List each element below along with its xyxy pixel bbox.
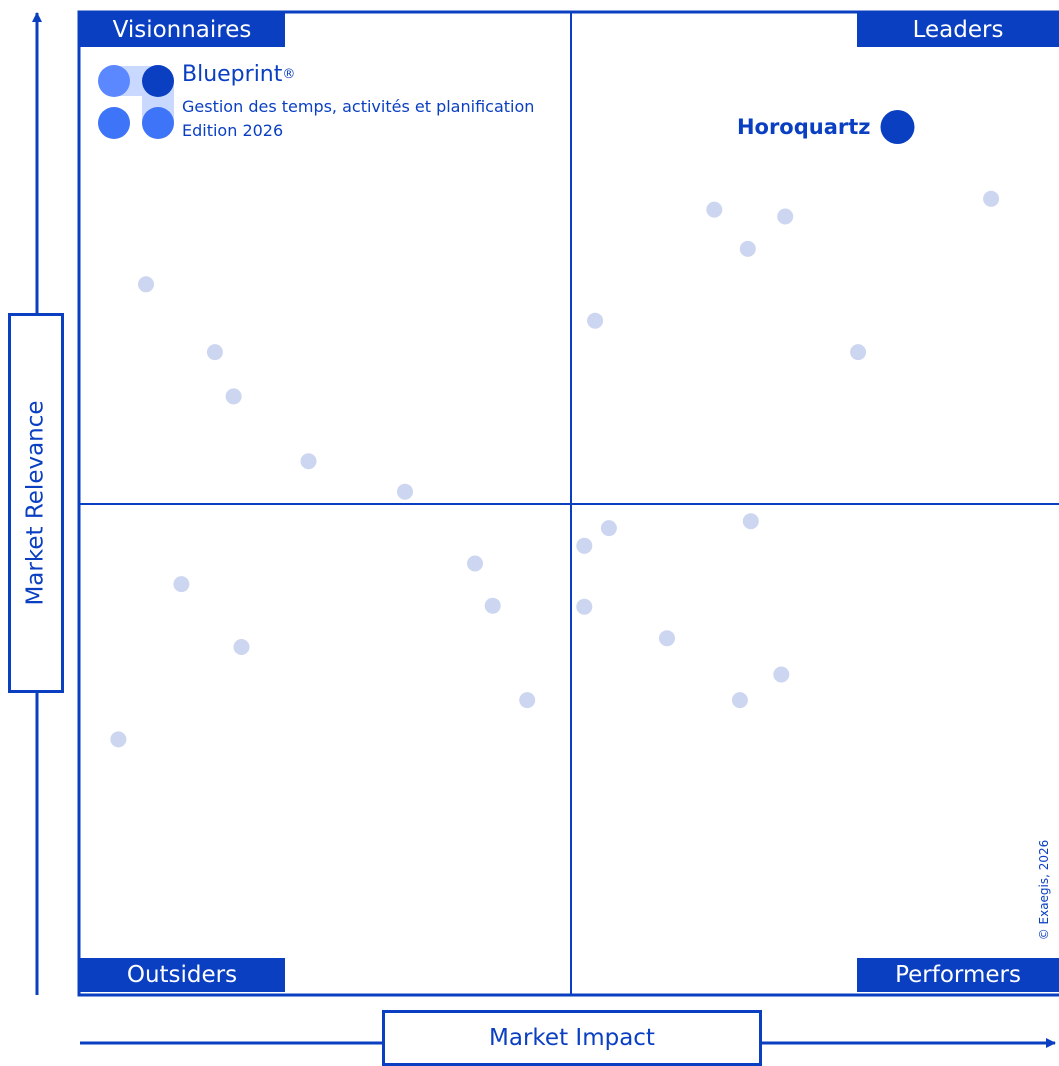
y-axis-title: Market Relevance bbox=[8, 313, 64, 693]
vendor-point-14 bbox=[576, 537, 593, 554]
logo-dot-bottom-left bbox=[98, 107, 130, 139]
y-axis-title-text: Market Relevance bbox=[23, 400, 49, 606]
logo-registered-mark: ® bbox=[282, 67, 296, 82]
vendor-point-19 bbox=[659, 630, 675, 647]
vendor-point-17 bbox=[484, 597, 501, 614]
vendor-point-4 bbox=[983, 190, 1000, 207]
logo-dot-top-right bbox=[142, 65, 174, 97]
quadrant-label-outsiders: Outsiders bbox=[79, 958, 285, 992]
vendor-point-12 bbox=[600, 520, 617, 537]
vendor-point-9 bbox=[225, 388, 242, 405]
vendor-point-3 bbox=[739, 240, 756, 257]
logo-title: Blueprint® bbox=[182, 62, 295, 88]
vendor-point-1 bbox=[706, 201, 723, 218]
vendor-point-16 bbox=[467, 555, 483, 572]
vendor-point-6 bbox=[850, 344, 867, 361]
points-layer bbox=[110, 190, 1000, 748]
highlight-layer: Horoquartz bbox=[737, 110, 915, 144]
vendor-point-2 bbox=[777, 208, 794, 225]
logo-edition: Edition 2026 bbox=[182, 121, 284, 140]
vendor-point-13 bbox=[742, 513, 759, 530]
quadrant-label-leaders: Leaders bbox=[857, 13, 1059, 47]
vendor-point-8 bbox=[206, 344, 223, 361]
blueprint-logo bbox=[96, 64, 180, 140]
logo-subtitle: Gestion des temps, activités et planific… bbox=[182, 97, 535, 116]
vendor-point-18 bbox=[576, 598, 593, 615]
vendor-point-21 bbox=[773, 666, 790, 683]
vendor-point-7 bbox=[138, 276, 154, 293]
vendor-point-15 bbox=[173, 576, 190, 593]
x-axis-title-text: Market Impact bbox=[489, 1025, 655, 1051]
quadrant-label-performers: Performers bbox=[857, 958, 1059, 992]
vendor-point-20 bbox=[233, 639, 250, 655]
vendor-point-10 bbox=[300, 453, 317, 470]
vendor-point-11 bbox=[397, 483, 413, 500]
x-axis-title: Market Impact bbox=[382, 1010, 762, 1066]
vendor-point-24 bbox=[110, 731, 127, 748]
quadrant-label-visionnaires: Visionnaires bbox=[79, 13, 285, 47]
highlight-point bbox=[880, 110, 915, 144]
logo-dot-top-left bbox=[98, 65, 130, 97]
vendor-point-22 bbox=[519, 692, 536, 709]
vendor-point-23 bbox=[731, 692, 748, 709]
logo-dot-bottom-right bbox=[142, 107, 174, 139]
copyright-text: © Exaegis, 2026 bbox=[1037, 839, 1051, 941]
logo-name: Blueprint bbox=[182, 62, 283, 87]
vendor-point-5 bbox=[587, 312, 604, 329]
highlight-label: Horoquartz bbox=[737, 115, 871, 139]
blueprint-logo-mark bbox=[98, 65, 174, 139]
